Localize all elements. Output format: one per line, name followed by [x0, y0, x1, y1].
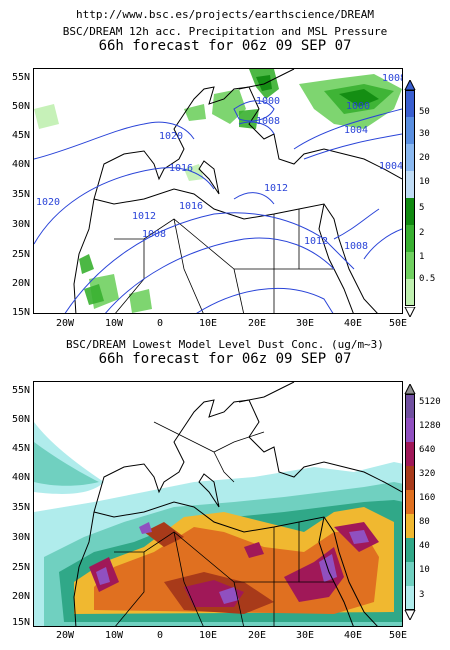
lon-label: 10E [198, 630, 218, 641]
lon-label: 10E [198, 318, 218, 329]
lon-label: 40E [343, 318, 363, 329]
lat-label: 25N [11, 562, 30, 573]
source-url: http://www.bsc.es/projects/earthscience/… [75, 8, 374, 21]
lat-label: 15N [11, 307, 30, 318]
lat-label: 15N [11, 617, 30, 628]
lat-label: 45N [11, 130, 30, 141]
isobar-label: 1020 [159, 131, 183, 142]
isobar-label: 1000 [346, 101, 370, 112]
isobar-label: 1012 [304, 236, 328, 247]
precipitation-areas [34, 69, 402, 313]
lon-label: 0 [156, 630, 164, 641]
lon-label: 0 [156, 318, 164, 329]
isobar-labels: 1020 1016 1016 1012 1012 1012 1008 1008 … [36, 73, 403, 252]
lon-label: 20W [55, 318, 75, 329]
colorbar-label: 30 [419, 129, 430, 139]
lon-label: 20W [55, 630, 75, 641]
isobar-label: 1012 [264, 183, 288, 194]
colorbar-label: 20 [419, 153, 430, 163]
isobar-label: 1016 [179, 201, 203, 212]
colorbar-label: 320 [419, 469, 436, 479]
isobar-label: 1012 [132, 211, 156, 222]
isobars [34, 100, 402, 313]
colorbar-label: 80 [419, 517, 430, 527]
panel1-subtitle: 66h forecast for 06z 09 SEP 07 [98, 38, 352, 54]
isobar-label: 1004 [344, 125, 368, 136]
panel2-title: BSC/DREAM Lowest Model Level Dust Conc. … [66, 338, 384, 351]
colorbar-label: 2 [419, 228, 425, 238]
colorbar-label: 5 [419, 203, 425, 213]
colorbar-label: 0.5 [419, 274, 436, 284]
lon-label: 20E [247, 318, 267, 329]
lat-label: 45N [11, 443, 30, 454]
lat-label: 30N [11, 532, 30, 543]
lat-label: 30N [11, 219, 30, 230]
lat-label: 55N [11, 72, 30, 83]
colorbar-label: 640 [419, 445, 436, 455]
isobar-label: 1020 [36, 197, 60, 208]
lon-label: 50E [388, 630, 408, 641]
colorbar-label: 1280 [419, 421, 441, 431]
lat-label: 50N [11, 414, 30, 425]
lat-label: 35N [11, 502, 30, 513]
panel1-title: BSC/DREAM 12h acc. Precipitation and MSL… [62, 25, 388, 38]
colorbar-label: 50 [419, 107, 430, 117]
colorbar-label: 160 [419, 493, 436, 503]
lat-label: 20N [11, 591, 30, 602]
lat-label: 50N [11, 101, 30, 112]
isobar-label: 1008 [142, 229, 166, 240]
isobar-label: 1016 [169, 163, 193, 174]
lon-label: 50E [388, 318, 408, 329]
lat-label: 25N [11, 249, 30, 260]
colorbar-label: 10 [419, 565, 430, 575]
colorbar-label: 3 [419, 590, 425, 600]
colorbar-label: 10 [419, 177, 430, 187]
lat-label: 40N [11, 159, 30, 170]
lon-label: 30E [295, 630, 315, 641]
lon-label: 30E [295, 318, 315, 329]
dust-concentration-map [33, 381, 403, 627]
lon-label: 40E [343, 630, 363, 641]
isobar-label: 1008 [256, 116, 280, 127]
lon-label: 20E [247, 630, 267, 641]
isobar-label: 1000 [256, 96, 280, 107]
lon-label: 10W [104, 318, 124, 329]
lon-label: 10W [104, 630, 124, 641]
lat-label: 35N [11, 189, 30, 200]
precip-pressure-map: 1020 1016 1016 1012 1012 1012 1008 1008 … [33, 68, 403, 314]
isobar-label: 1008 [344, 241, 368, 252]
colorbar-label: 5120 [419, 397, 441, 407]
dust-plume [34, 422, 402, 626]
colorbar-label: 1 [419, 252, 425, 262]
isobar-label: 1008 [382, 73, 403, 84]
lat-label: 40N [11, 472, 30, 483]
panel2-subtitle: 66h forecast for 06z 09 SEP 07 [98, 351, 352, 367]
country-borders [114, 421, 334, 626]
lat-label: 20N [11, 278, 30, 289]
isobar-label: 1004 [379, 161, 403, 172]
lat-label: 55N [11, 385, 30, 396]
colorbar-label: 40 [419, 541, 430, 551]
